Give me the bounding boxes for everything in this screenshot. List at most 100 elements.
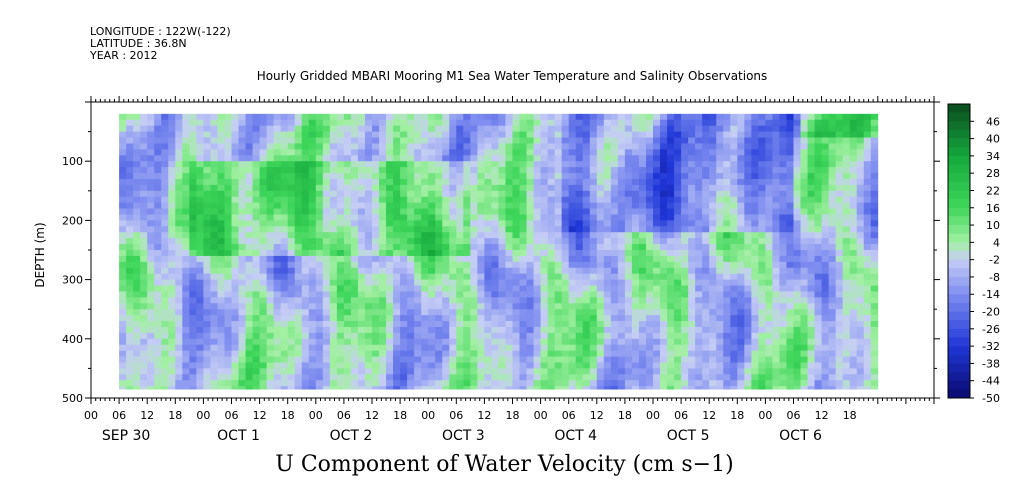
- heatmap-cell: [484, 386, 492, 390]
- heatmap-cell: [681, 125, 689, 132]
- heatmap-cell: [203, 261, 211, 269]
- heatmap-cell: [561, 202, 570, 209]
- heatmap-cell: [470, 161, 478, 168]
- heatmap-cell: [449, 297, 457, 304]
- heatmap-cell: [631, 244, 640, 251]
- heatmap-cell: [484, 303, 492, 310]
- heatmap-cell: [386, 184, 394, 192]
- heatmap-cell: [547, 244, 556, 251]
- heatmap-cell: [779, 291, 787, 298]
- heatmap-cell: [519, 255, 527, 263]
- heatmap-cell: [498, 143, 506, 150]
- heatmap-cell: [849, 137, 858, 144]
- heatmap-cell: [498, 303, 506, 310]
- heatmap-cell: [505, 297, 513, 304]
- heatmap-cell: [596, 350, 605, 357]
- heatmap-cell: [800, 196, 808, 204]
- heatmap-cell: [372, 161, 380, 168]
- heatmap-cell: [182, 362, 190, 369]
- heatmap-cell: [589, 184, 598, 192]
- heatmap-cell: [407, 297, 415, 304]
- heatmap-cell: [407, 167, 415, 174]
- heatmap-cell: [189, 184, 197, 192]
- heatmap-cell: [786, 208, 794, 215]
- heatmap-cell: [582, 362, 591, 369]
- heatmap-cell: [596, 196, 605, 204]
- heatmap-cell: [357, 173, 366, 180]
- heatmap-cell: [645, 315, 654, 322]
- heatmap-cell: [196, 261, 204, 269]
- heatmap-cell: [421, 261, 429, 269]
- heatmap-cell: [400, 386, 408, 390]
- heatmap-cell: [386, 178, 394, 186]
- heatmap-cell: [196, 297, 204, 304]
- heatmap-cell: [582, 244, 591, 251]
- heatmap-cell: [484, 143, 492, 150]
- heatmap-cell: [484, 119, 492, 127]
- heatmap-cell: [477, 250, 485, 257]
- heatmap-cell: [596, 338, 605, 346]
- heatmap-cell: [849, 226, 858, 233]
- heatmap-cell: [196, 238, 204, 245]
- heatmap-cell: [350, 232, 359, 239]
- heatmap-cell: [245, 309, 253, 316]
- heatmap-cell: [561, 143, 570, 150]
- heatmap-cell: [428, 291, 436, 298]
- heatmap-cell: [126, 332, 134, 340]
- heatmap-cell: [772, 315, 780, 322]
- heatmap-cell: [498, 326, 506, 334]
- heatmap-cell: [737, 214, 745, 221]
- heatmap-cell: [287, 267, 296, 275]
- heatmap-cell: [603, 190, 612, 198]
- heatmap-cell: [624, 161, 633, 168]
- heatmap-cell: [336, 220, 345, 227]
- heatmap-cell: [751, 196, 759, 204]
- heatmap-cell: [407, 208, 415, 215]
- heatmap-cell: [175, 350, 183, 357]
- heatmap-cell: [660, 350, 668, 357]
- heatmap-cell: [301, 238, 310, 245]
- heatmap-cell: [667, 244, 675, 251]
- heatmap-cell: [814, 125, 822, 132]
- heatmap-cell: [758, 255, 766, 263]
- heatmap-cell: [196, 368, 204, 375]
- heatmap-cell: [238, 202, 246, 209]
- heatmap-cell: [491, 244, 499, 251]
- heatmap-cell: [688, 196, 696, 204]
- heatmap-cell: [126, 303, 134, 310]
- heatmap-cell: [364, 362, 373, 369]
- heatmap-cell: [814, 220, 822, 227]
- heatmap-cell: [421, 232, 429, 239]
- heatmap-cell: [533, 261, 541, 269]
- heatmap-cell: [168, 285, 176, 292]
- heatmap-cell: [210, 362, 218, 369]
- heatmap-cell: [484, 338, 492, 346]
- heatmap-cell: [364, 291, 373, 298]
- heatmap-cell: [189, 196, 197, 204]
- heatmap-cell: [336, 226, 345, 233]
- heatmap-cell: [287, 125, 296, 132]
- heatmap-cell: [140, 267, 148, 275]
- heatmap-cell: [350, 297, 359, 304]
- heatmap-cell: [807, 273, 815, 280]
- heatmap-cell: [709, 321, 717, 328]
- heatmap-cell: [372, 226, 380, 233]
- heatmap-cell: [386, 255, 394, 263]
- heatmap-cell: [786, 244, 794, 251]
- heatmap-cell: [379, 297, 387, 304]
- heatmap-cell: [519, 226, 527, 233]
- heatmap-cell: [540, 285, 549, 292]
- heatmap-cell: [196, 344, 204, 352]
- heatmap-cell: [280, 143, 289, 150]
- heatmap-cell: [533, 326, 541, 334]
- heatmap-cell: [842, 338, 851, 346]
- heatmap-cell: [175, 131, 183, 138]
- heatmap-cell: [603, 332, 612, 340]
- heatmap-cell: [667, 368, 675, 375]
- heatmap-cell: [379, 214, 387, 221]
- heatmap-cell: [793, 226, 801, 233]
- heatmap-cell: [133, 232, 141, 239]
- heatmap-cell: [681, 167, 689, 174]
- heatmap-cell: [610, 143, 619, 150]
- heatmap-cell: [287, 386, 296, 390]
